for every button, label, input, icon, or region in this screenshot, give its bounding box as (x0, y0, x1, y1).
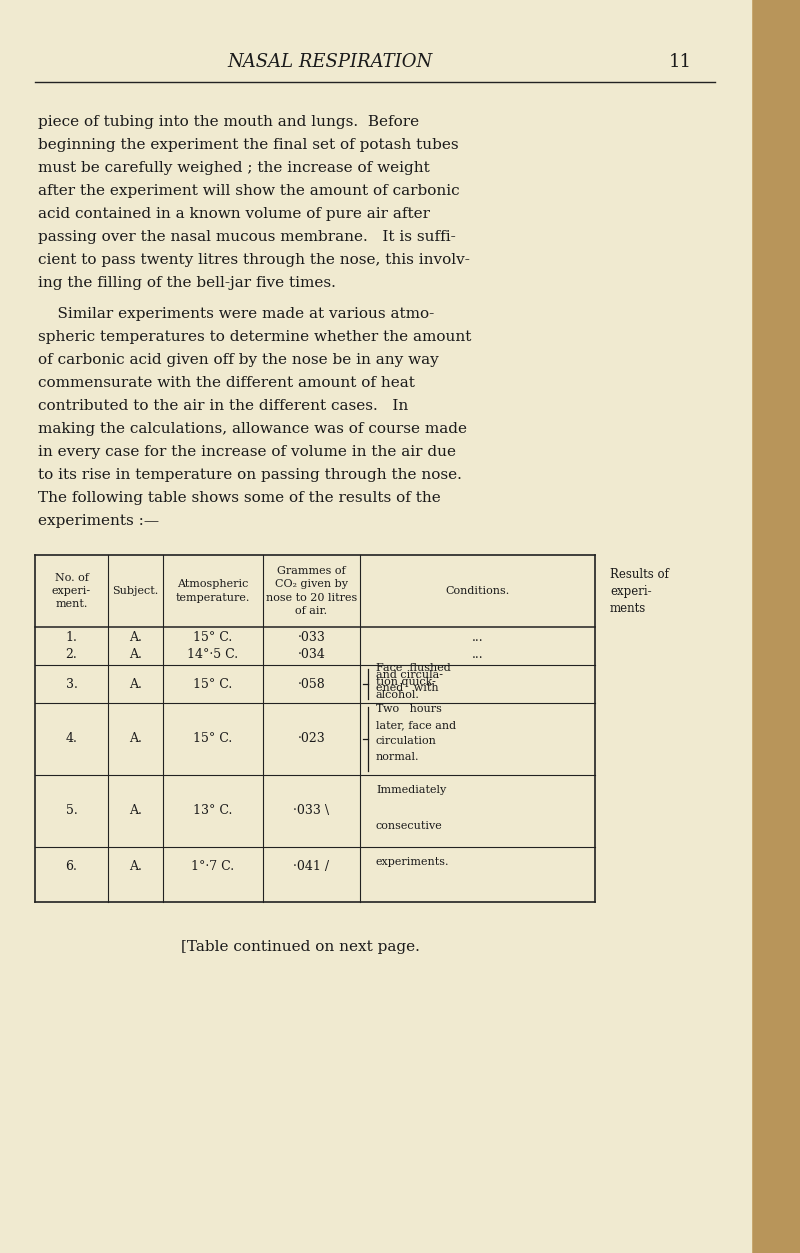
Text: Subject.: Subject. (112, 586, 158, 596)
Text: normal.: normal. (376, 752, 419, 762)
Text: Results of
experi-
ments: Results of experi- ments (610, 568, 669, 614)
Text: 1°·7 C.: 1°·7 C. (191, 860, 234, 873)
Text: ...: ... (472, 632, 483, 644)
Text: ·041 /: ·041 / (294, 860, 330, 873)
Text: 4.: 4. (66, 733, 78, 746)
Text: 5.: 5. (66, 804, 78, 817)
Text: A.: A. (129, 648, 142, 660)
Text: later, face and: later, face and (376, 720, 456, 730)
Text: A.: A. (129, 733, 142, 746)
Text: 3.: 3. (66, 678, 78, 690)
Text: 11: 11 (669, 53, 691, 71)
Text: experiments.: experiments. (376, 857, 450, 867)
Text: A.: A. (129, 804, 142, 817)
Text: making the calculations, allowance was of course made: making the calculations, allowance was o… (38, 422, 467, 436)
Text: alcohol.: alcohol. (376, 690, 420, 700)
Text: piece of tubing into the mouth and lungs.  Before: piece of tubing into the mouth and lungs… (38, 115, 419, 129)
Text: A.: A. (129, 632, 142, 644)
Text: 6.: 6. (66, 860, 78, 873)
Text: Conditions.: Conditions. (446, 586, 510, 596)
Text: 15° C.: 15° C. (194, 632, 233, 644)
Text: after the experiment will show the amount of carbonic: after the experiment will show the amoun… (38, 184, 460, 198)
Text: consecutive: consecutive (376, 821, 442, 831)
Text: [Table continued on next page.: [Table continued on next page. (181, 940, 419, 954)
Text: 1.: 1. (66, 632, 78, 644)
Text: Two   hours: Two hours (376, 704, 442, 714)
Text: The following table shows some of the results of the: The following table shows some of the re… (38, 491, 441, 505)
Text: ·034: ·034 (298, 648, 326, 660)
Text: acid contained in a known volume of pure air after: acid contained in a known volume of pure… (38, 207, 430, 221)
Text: circulation: circulation (376, 737, 437, 747)
Text: contributed to the air in the different cases.   In: contributed to the air in the different … (38, 398, 408, 413)
Bar (748, 0, 753, 1253)
Text: A.: A. (129, 860, 142, 873)
Text: ing the filling of the bell-jar five times.: ing the filling of the bell-jar five tim… (38, 276, 336, 289)
Text: Immediately: Immediately (376, 784, 446, 794)
Text: 15° C.: 15° C. (194, 678, 233, 690)
Text: cient to pass twenty litres through the nose, this involv-: cient to pass twenty litres through the … (38, 253, 470, 267)
Text: Grammes of
CO₂ given by
nose to 20 litres
of air.: Grammes of CO₂ given by nose to 20 litre… (266, 566, 357, 615)
Text: must be carefully weighed ; the increase of weight: must be carefully weighed ; the increase… (38, 160, 430, 175)
Text: Face  flushed: Face flushed (376, 663, 450, 673)
Text: passing over the nasal mucous membrane.   It is suffi-: passing over the nasal mucous membrane. … (38, 231, 456, 244)
Text: A.: A. (129, 678, 142, 690)
Text: Atmospheric
temperature.: Atmospheric temperature. (176, 579, 250, 603)
Text: spheric temperatures to determine whether the amount: spheric temperatures to determine whethe… (38, 330, 471, 345)
Text: and circula-: and circula- (376, 669, 443, 679)
Text: ·033 \: ·033 \ (294, 804, 330, 817)
Text: No. of
experi-
ment.: No. of experi- ment. (52, 573, 91, 609)
Text: to its rise in temperature on passing through the nose.: to its rise in temperature on passing th… (38, 469, 462, 482)
Text: 15° C.: 15° C. (194, 733, 233, 746)
Text: of carbonic acid given off by the nose be in any way: of carbonic acid given off by the nose b… (38, 353, 438, 367)
Text: NASAL RESPIRATION: NASAL RESPIRATION (227, 53, 433, 71)
Text: Similar experiments were made at various atmo-: Similar experiments were made at various… (38, 307, 434, 321)
Text: ·033: ·033 (298, 632, 326, 644)
Text: commensurate with the different amount of heat: commensurate with the different amount o… (38, 376, 415, 390)
Text: 14°·5 C.: 14°·5 C. (187, 648, 238, 660)
Text: beginning the experiment the final set of potash tubes: beginning the experiment the final set o… (38, 138, 458, 152)
Text: 2.: 2. (66, 648, 78, 660)
Text: experiments :—: experiments :— (38, 514, 159, 528)
Text: ened   with: ened with (376, 683, 438, 693)
Text: tion quick-: tion quick- (376, 677, 436, 687)
Text: ...: ... (472, 648, 483, 660)
Text: ·058: ·058 (298, 678, 326, 690)
Text: ·023: ·023 (298, 733, 326, 746)
Text: in every case for the increase of volume in the air due: in every case for the increase of volume… (38, 445, 456, 459)
Bar (750, 0, 800, 1253)
Text: 13° C.: 13° C. (194, 804, 233, 817)
